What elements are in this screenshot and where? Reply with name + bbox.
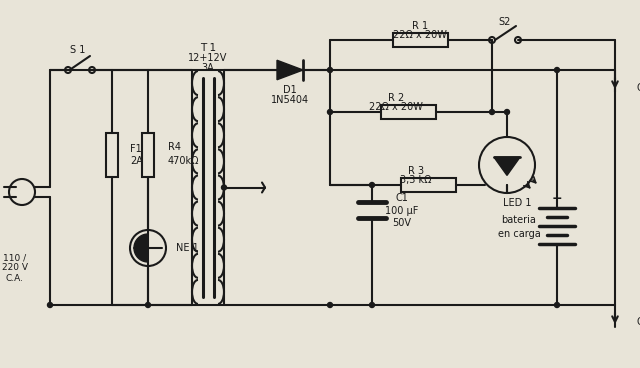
Text: 2A: 2A: [130, 156, 143, 166]
Text: R4: R4: [168, 142, 181, 152]
Text: NE 1: NE 1: [176, 243, 199, 253]
Text: bateria: bateria: [502, 215, 536, 225]
Circle shape: [504, 110, 509, 114]
Text: 12+12V: 12+12V: [188, 53, 228, 63]
Text: R 2: R 2: [388, 93, 404, 103]
Circle shape: [369, 302, 374, 308]
Polygon shape: [277, 60, 303, 80]
Circle shape: [221, 185, 227, 190]
Text: 3A: 3A: [202, 63, 214, 73]
Circle shape: [554, 67, 559, 72]
Text: S2: S2: [499, 17, 511, 27]
Bar: [106, 133, 118, 177]
Circle shape: [490, 110, 495, 114]
Text: R 3: R 3: [408, 166, 424, 176]
Text: T 1: T 1: [200, 43, 216, 53]
Text: 470kΩ: 470kΩ: [168, 156, 200, 166]
Circle shape: [145, 302, 150, 308]
Bar: [142, 133, 154, 177]
Text: C1: C1: [396, 193, 408, 203]
Circle shape: [328, 67, 333, 72]
Bar: [381, 105, 435, 119]
Bar: [392, 33, 447, 47]
Circle shape: [554, 302, 559, 308]
Circle shape: [369, 183, 374, 188]
Text: S 1: S 1: [70, 45, 86, 55]
Text: +: +: [552, 191, 563, 205]
Text: 100 μF: 100 μF: [385, 206, 419, 216]
Circle shape: [47, 302, 52, 308]
Text: R 1: R 1: [412, 21, 428, 31]
Text: 110 /
220 V
C.A.: 110 / 220 V C.A.: [2, 253, 28, 283]
Text: en carga: en carga: [498, 229, 540, 239]
Circle shape: [328, 110, 333, 114]
Text: G2 (-): G2 (-): [637, 317, 640, 327]
Polygon shape: [494, 157, 520, 176]
Text: 50V: 50V: [392, 218, 412, 228]
Text: LED 1: LED 1: [503, 198, 531, 208]
Bar: [401, 178, 456, 192]
Text: 22Ω x 20W: 22Ω x 20W: [369, 102, 423, 112]
Text: G1 (+): G1 (+): [637, 82, 640, 92]
Text: D1: D1: [283, 85, 297, 95]
Text: 3,3 kΩ: 3,3 kΩ: [400, 175, 432, 185]
Text: F1: F1: [130, 144, 141, 154]
Polygon shape: [134, 234, 148, 262]
Text: 22Ω x 20W: 22Ω x 20W: [393, 30, 447, 40]
Circle shape: [328, 302, 333, 308]
Text: 1N5404: 1N5404: [271, 95, 309, 105]
